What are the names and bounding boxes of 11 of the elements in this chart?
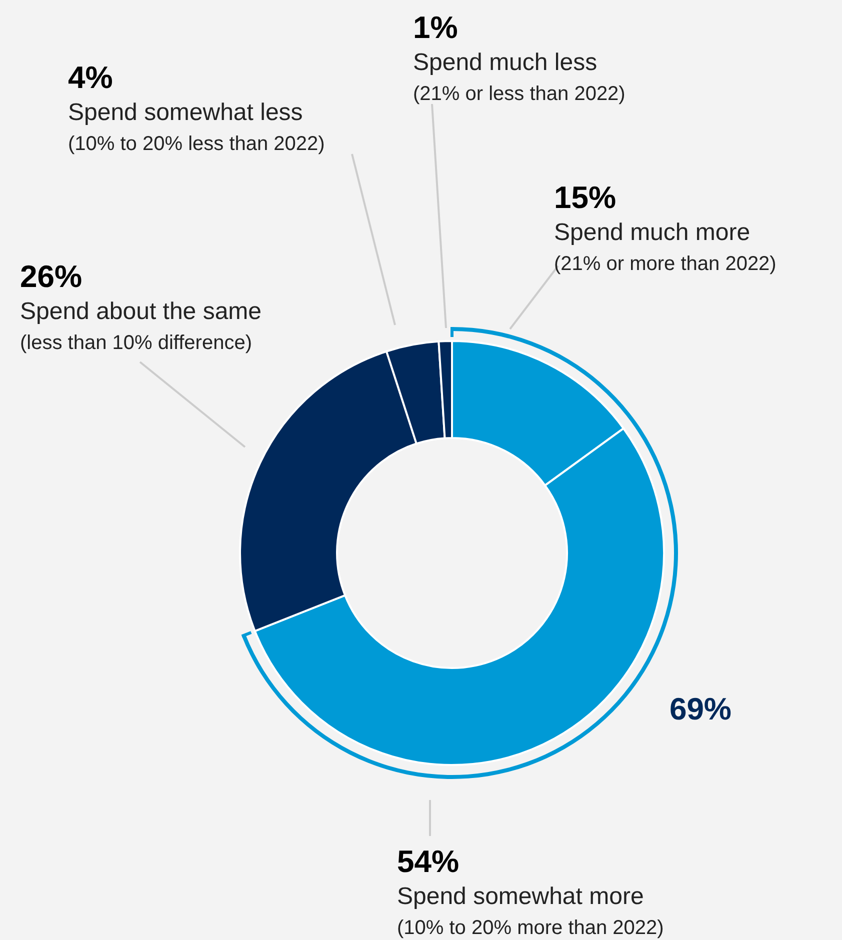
slice-label: Spend much less (21% or less than 2022) [413, 49, 626, 105]
slice-label: Spend about the same (less than 10% difference) [20, 298, 262, 354]
slice-label: Spend somewhat less (10% to 20% less than 2022) [68, 99, 325, 155]
data-label: 1% [413, 10, 458, 45]
data-label: 4% [68, 60, 113, 95]
slice-label: Spend much more (21% or more than 2022) [554, 219, 776, 275]
data-label: 15% [554, 180, 616, 215]
data-label: 54% [397, 844, 460, 879]
data-label: 26% [20, 259, 82, 294]
slice-label: Spend somewhat more (10% to 20% more than 2022) [397, 883, 664, 939]
text: 69% [669, 692, 732, 727]
